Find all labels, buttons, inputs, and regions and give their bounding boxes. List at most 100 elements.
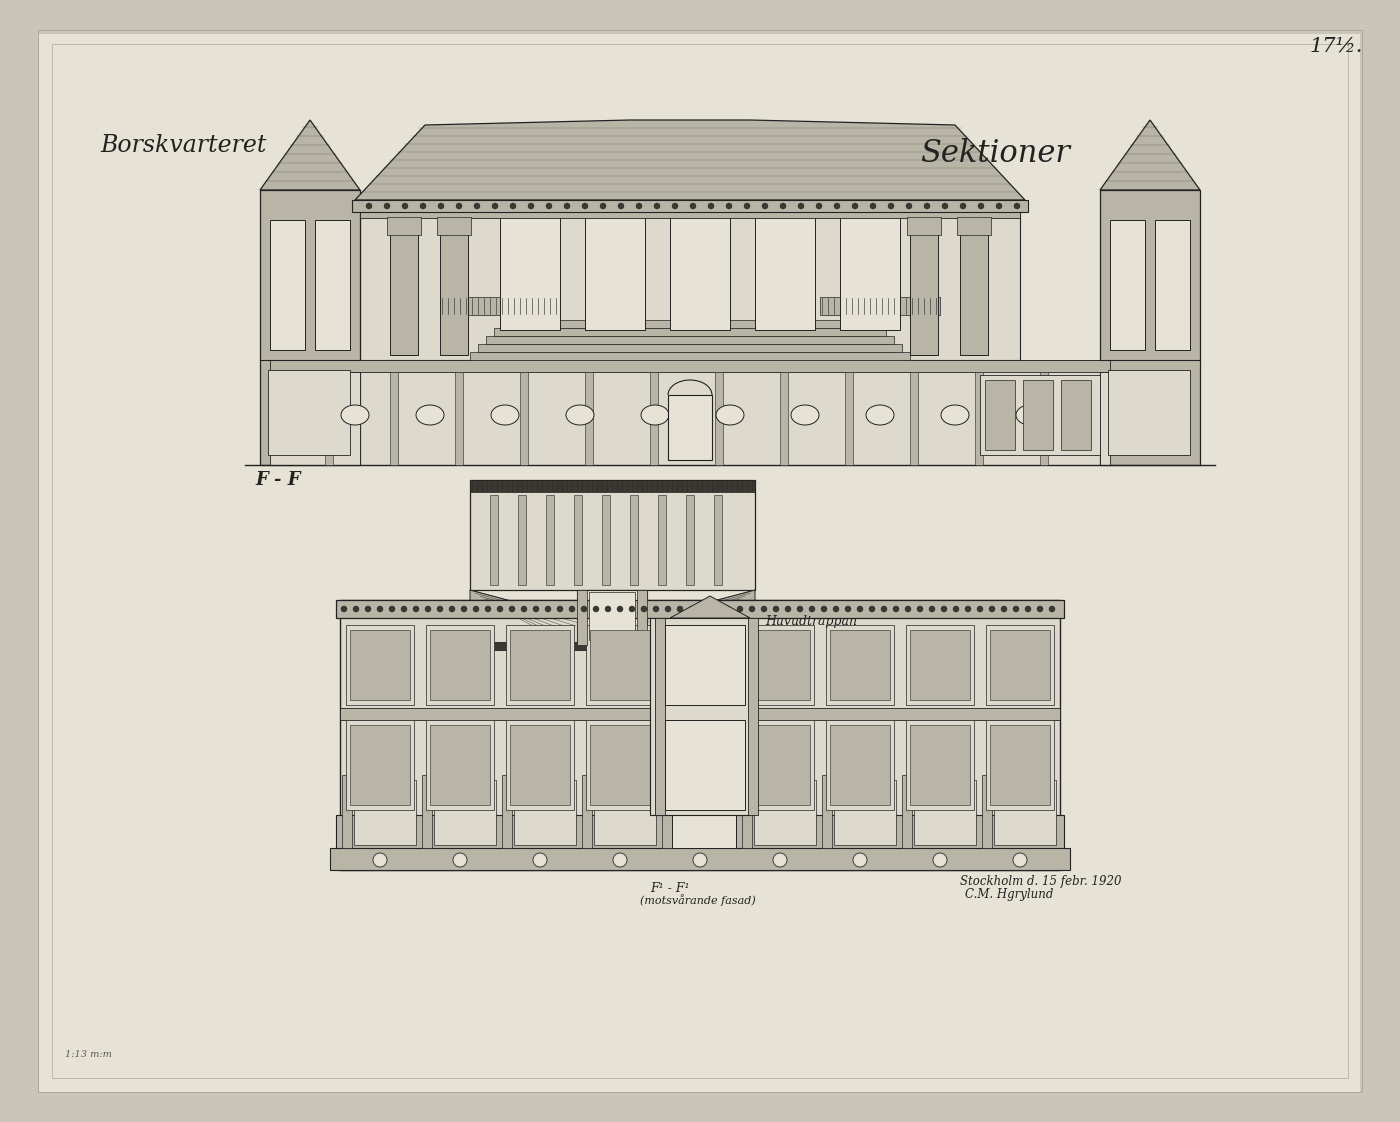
Polygon shape	[356, 120, 1025, 200]
Bar	[470, 480, 755, 493]
Bar	[594, 780, 657, 845]
Polygon shape	[1100, 120, 1200, 190]
Circle shape	[454, 853, 468, 867]
Bar	[686, 495, 694, 585]
Bar	[1107, 370, 1190, 456]
Circle shape	[636, 203, 643, 209]
Text: C.M. Hgrylund: C.M. Hgrylund	[965, 888, 1053, 901]
Bar	[822, 775, 832, 848]
Circle shape	[727, 203, 732, 209]
Bar	[582, 775, 592, 848]
Bar	[354, 780, 416, 845]
Bar	[666, 625, 734, 705]
Circle shape	[1049, 606, 1056, 611]
Circle shape	[833, 606, 839, 611]
Circle shape	[601, 203, 606, 209]
Circle shape	[665, 606, 671, 611]
Bar	[668, 395, 713, 460]
Circle shape	[749, 606, 755, 611]
Circle shape	[953, 606, 959, 611]
Bar	[325, 373, 333, 465]
Bar	[360, 200, 1021, 360]
Circle shape	[930, 606, 935, 611]
Ellipse shape	[342, 405, 370, 425]
Bar	[587, 625, 654, 705]
Circle shape	[725, 606, 731, 611]
Circle shape	[384, 203, 391, 209]
Circle shape	[546, 203, 552, 209]
Bar	[742, 775, 752, 848]
Bar	[986, 625, 1054, 705]
Circle shape	[389, 606, 395, 611]
Bar	[503, 775, 512, 848]
Bar	[267, 370, 350, 456]
Bar	[637, 590, 647, 645]
Circle shape	[893, 606, 899, 611]
Circle shape	[672, 203, 678, 209]
Polygon shape	[671, 596, 750, 618]
Circle shape	[960, 203, 966, 209]
Circle shape	[545, 606, 552, 611]
Bar	[986, 720, 1054, 810]
Circle shape	[816, 203, 822, 209]
Circle shape	[365, 606, 371, 611]
Bar	[907, 217, 941, 234]
Bar	[315, 220, 350, 350]
Text: (motsvårande fasad): (motsvårande fasad)	[640, 894, 756, 905]
Bar	[830, 629, 890, 700]
Ellipse shape	[641, 405, 669, 425]
Bar	[430, 725, 490, 804]
Bar	[434, 780, 496, 845]
Bar	[1061, 380, 1091, 450]
Circle shape	[917, 606, 923, 611]
Bar	[462, 642, 763, 650]
Bar	[960, 220, 988, 355]
Circle shape	[820, 606, 827, 611]
Bar	[914, 780, 976, 845]
Circle shape	[942, 203, 948, 209]
Bar	[658, 495, 666, 585]
Text: 17½.: 17½.	[1310, 37, 1364, 56]
Bar	[270, 373, 360, 465]
Circle shape	[438, 203, 444, 209]
Circle shape	[888, 203, 895, 209]
Bar	[270, 360, 1110, 373]
Bar	[834, 780, 896, 845]
Bar	[746, 625, 813, 705]
Circle shape	[869, 606, 875, 611]
Bar	[994, 780, 1056, 845]
Circle shape	[629, 606, 636, 611]
Ellipse shape	[566, 405, 594, 425]
Bar	[846, 373, 853, 465]
Bar	[589, 629, 650, 700]
Bar	[906, 720, 974, 810]
Circle shape	[605, 606, 610, 611]
Circle shape	[353, 606, 358, 611]
Bar	[780, 373, 788, 465]
Bar	[666, 720, 734, 810]
Polygon shape	[470, 590, 582, 645]
Bar	[330, 848, 1070, 870]
Bar	[510, 725, 570, 804]
Circle shape	[693, 853, 707, 867]
Bar	[662, 775, 672, 848]
Circle shape	[773, 606, 778, 611]
Circle shape	[1001, 606, 1007, 611]
Bar	[906, 625, 974, 705]
Bar	[980, 375, 1100, 456]
Circle shape	[1014, 203, 1021, 209]
Bar	[503, 320, 878, 328]
Ellipse shape	[416, 405, 444, 425]
Circle shape	[834, 203, 840, 209]
Circle shape	[594, 606, 599, 611]
Circle shape	[400, 606, 407, 611]
Circle shape	[690, 203, 696, 209]
Bar	[470, 352, 910, 360]
Bar	[437, 217, 470, 234]
Ellipse shape	[715, 405, 743, 425]
Bar	[574, 495, 582, 585]
Bar	[519, 373, 528, 465]
Circle shape	[641, 606, 647, 611]
Bar	[673, 780, 736, 845]
Bar	[391, 220, 419, 355]
